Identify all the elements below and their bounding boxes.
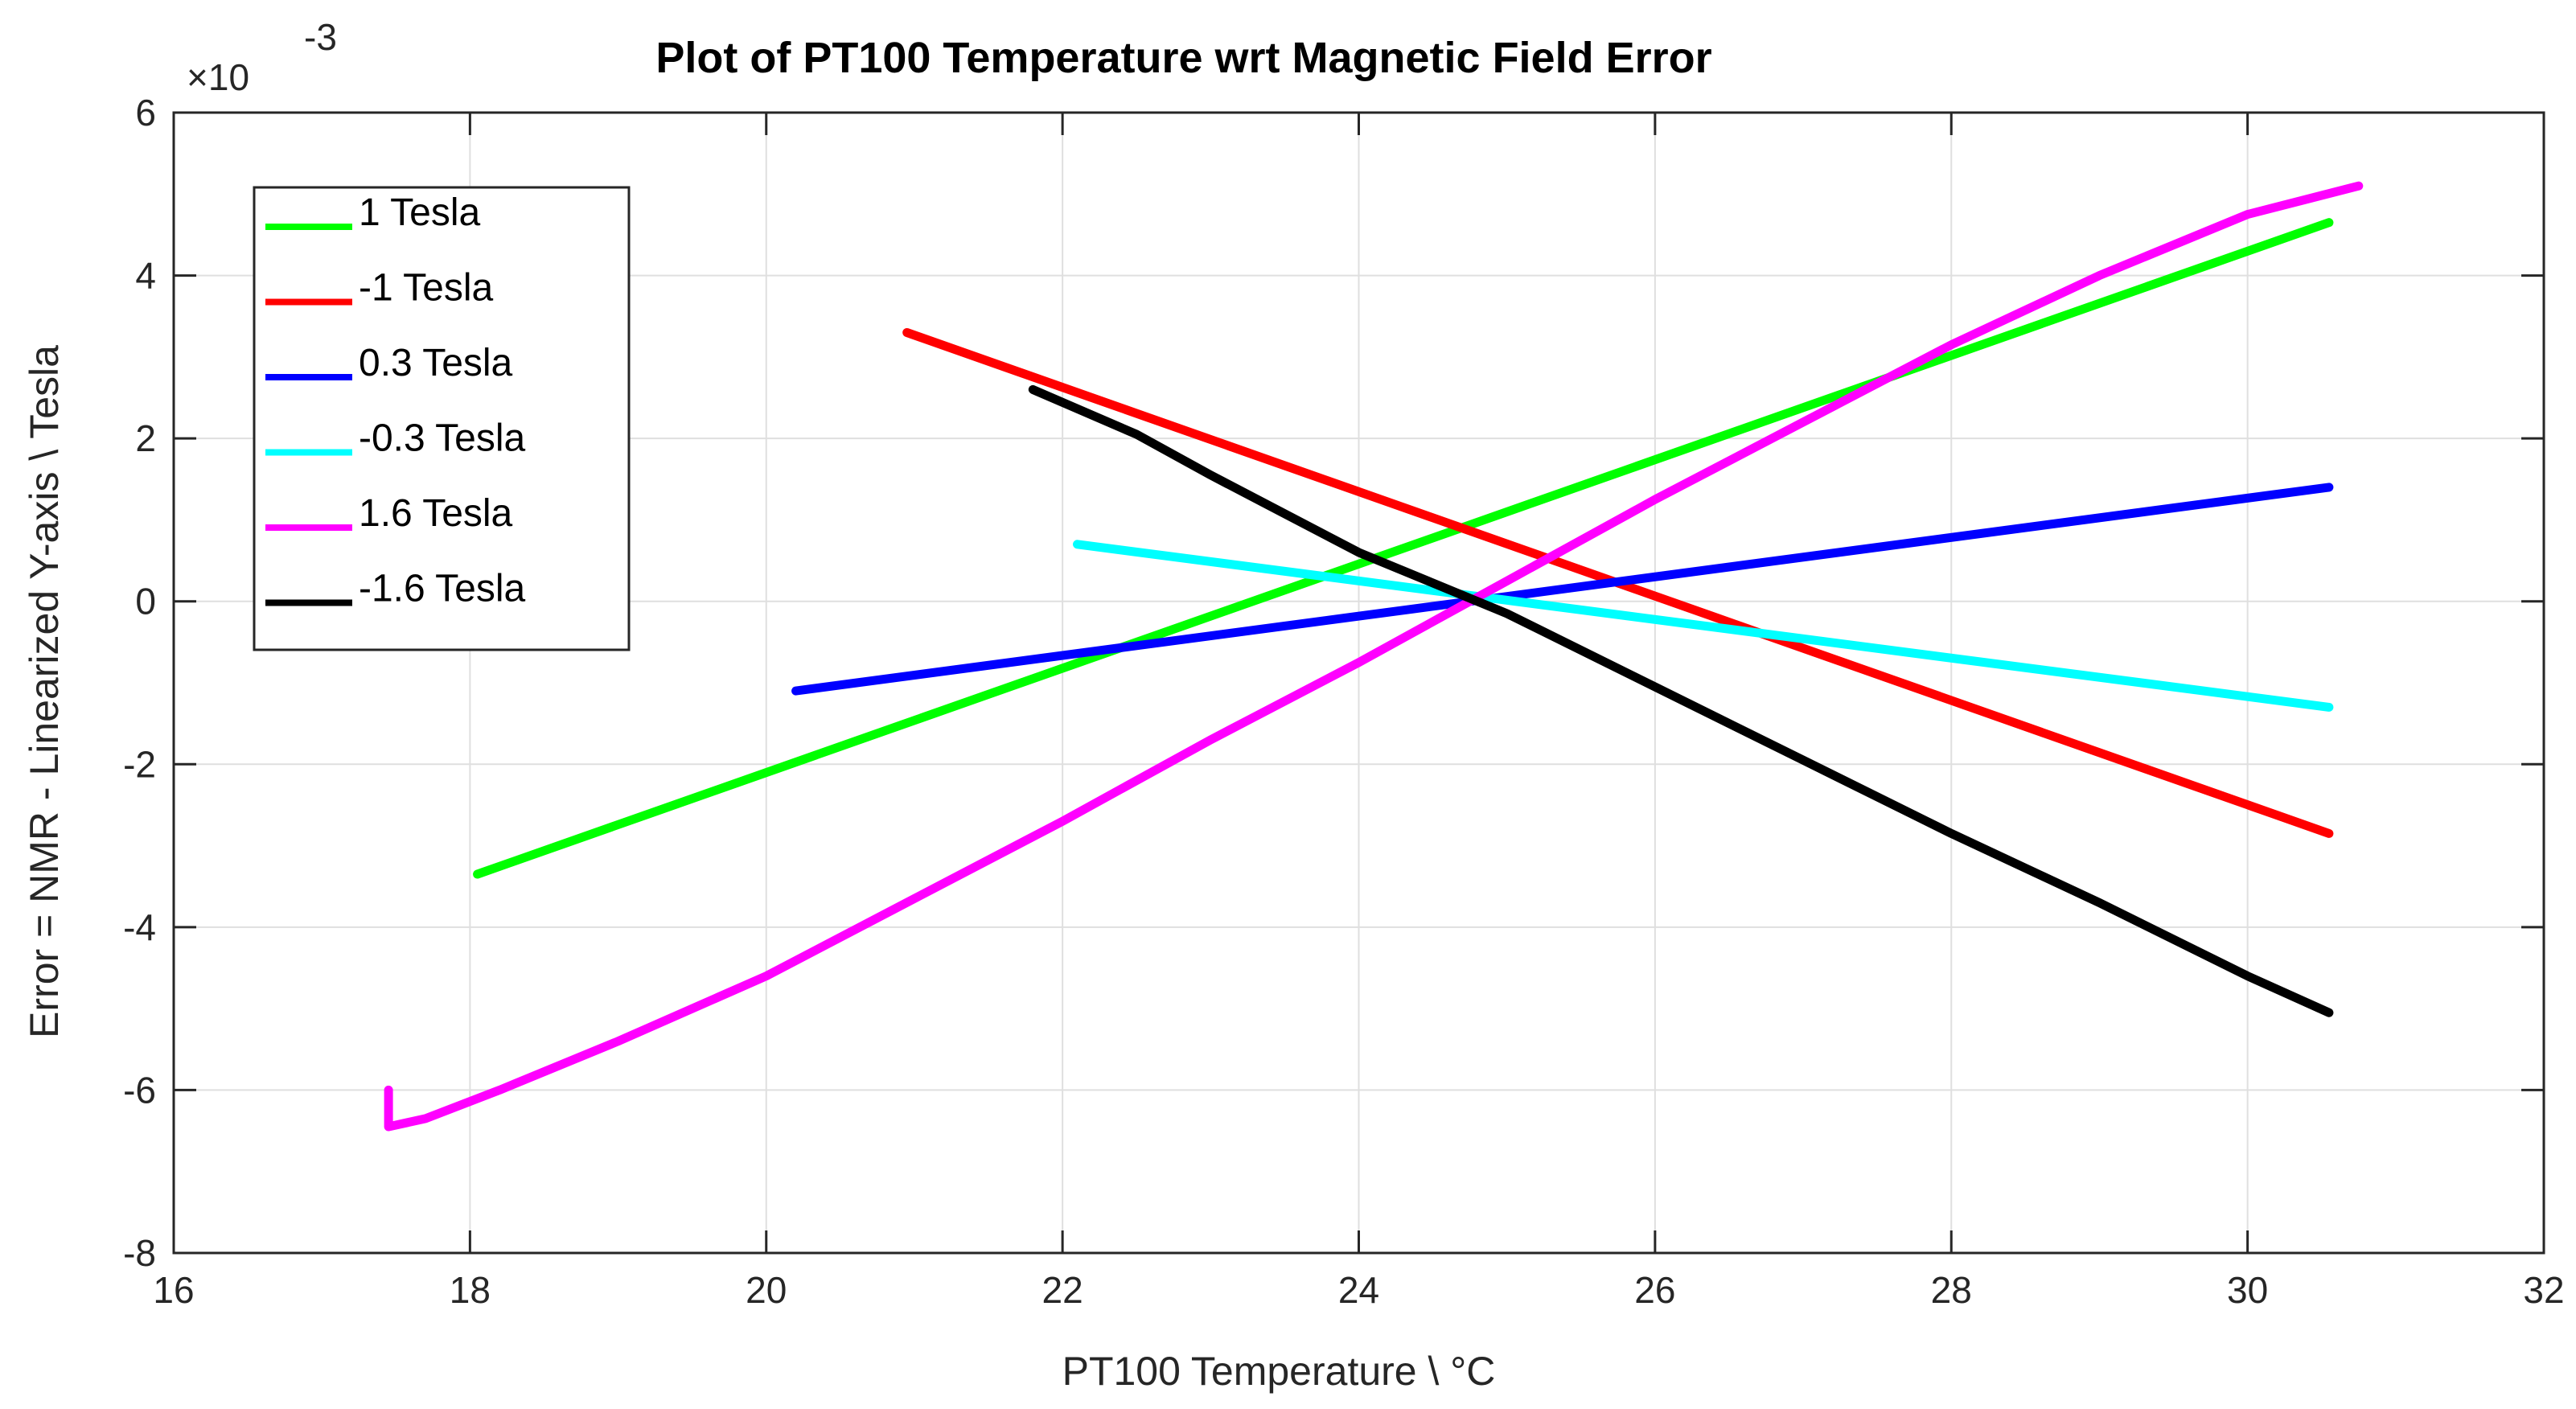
- legend: 1 Tesla -1 Tesla 0.3 Tesla -0.3 Tesla 1.6 Te…: [253, 186, 631, 651]
- series-line-4: [1073, 540, 2334, 712]
- y-tick-label: 0: [135, 581, 156, 622]
- series-line-1: [473, 218, 2334, 879]
- x-tick-label: 26: [1634, 1269, 1675, 1311]
- x-tick-labels: 16 18 20 22 24 26 28 30 32: [153, 1269, 2564, 1311]
- x-tick-label: 32: [2523, 1269, 2564, 1311]
- y-tick-label: -2: [123, 743, 156, 785]
- y-tick-label: -8: [123, 1232, 156, 1274]
- legend-label-3: 0.3 Tesla: [359, 342, 513, 384]
- y-tick-label: 2: [135, 417, 156, 459]
- legend-label-4: -0.3 Tesla: [359, 417, 526, 460]
- y-tick-labels: -8 -6 -4 -2 0 2 4 6: [123, 92, 156, 1274]
- chart-title: Plot of PT100 Temperature wrt Magnetic F…: [655, 34, 1711, 82]
- y-tick-label: -6: [123, 1069, 156, 1111]
- x-tick-label: 28: [1931, 1269, 1972, 1311]
- series-line-6: [1028, 384, 2334, 1017]
- y-exponent-prefix: ×10: [187, 56, 249, 98]
- legend-label-5: 1.6 Tesla: [359, 492, 513, 535]
- y-tick-label: 6: [135, 92, 156, 134]
- x-tick-label: 16: [153, 1269, 194, 1311]
- legend-box: [253, 186, 631, 651]
- series-line-5: [384, 181, 2364, 1132]
- x-tick-label: 30: [2227, 1269, 2268, 1311]
- y-exponent-power: -3: [304, 16, 337, 58]
- x-tick-label: 24: [1338, 1269, 1379, 1311]
- x-tick-label: 20: [746, 1269, 787, 1311]
- x-axis-title: PT100 Temperature \ °C: [1062, 1349, 1496, 1394]
- legend-label-2: -1 Tesla: [359, 267, 494, 310]
- y-axis-title: Error = NMR - Linearized Y-axis \ Tesla: [22, 345, 67, 1038]
- legend-label-1: 1 Tesla: [359, 191, 481, 234]
- series-group: [384, 181, 2364, 1132]
- y-tick-label: 4: [135, 255, 156, 297]
- axis-ticks: [172, 111, 2545, 1255]
- legend-entries: 1 Tesla -1 Tesla 0.3 Tesla -0.3 Tesla 1.6 Te…: [265, 191, 526, 610]
- series-line-3: [791, 483, 2334, 696]
- x-tick-label: 22: [1042, 1269, 1083, 1311]
- y-tick-label: -4: [123, 906, 156, 948]
- x-tick-label: 18: [450, 1269, 491, 1311]
- legend-label-6: -1.6 Tesla: [359, 568, 526, 610]
